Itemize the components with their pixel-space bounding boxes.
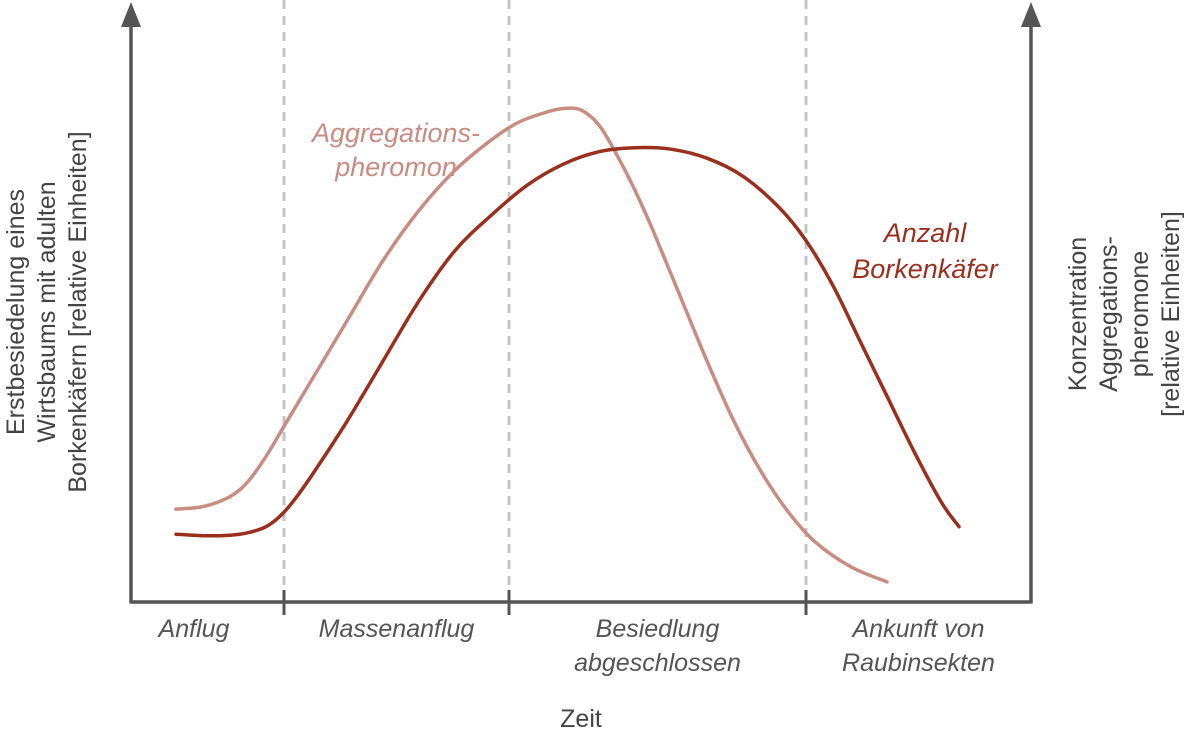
left-y-axis-label: Erstbesiedelung eines Wirtsbaums mit adul… [2,131,92,492]
phase-label-massenanflug-line-1: Massenanflug [319,615,475,643]
right-y-axis-label-line-2: Aggregations- [1095,236,1123,392]
series-label-pheromon-line-1: Aggregations- [310,118,480,148]
phase-label-ankunft-line-2: Raubinsekten [842,649,995,677]
series-label-borkenkaefer-line-2: Borkenkäfer [852,254,999,284]
series-label-pheromon-line-2: pheromon [334,152,457,182]
x-axis-label: Zeit [560,705,602,733]
series-label-borkenkaefer: Anzahl Borkenkäfer [852,218,999,284]
phase-label-ankunft: Ankunft von Raubinsekten [842,615,995,677]
right-y-axis-arrow [1021,2,1041,27]
phase-label-massenanflug: Massenanflug [319,615,475,643]
phase-label-anflug-line-1: Anflug [157,615,230,643]
left-y-axis-label-line-2: Wirtsbaums mit adulten [33,181,61,442]
series-label-borkenkaefer-line-1: Anzahl [882,218,968,248]
series-label-pheromon: Aggregations-pheromon [310,118,480,182]
left-y-axis-label-line-1: Erstbesiedelung eines [2,189,30,435]
left-y-axis-label-line-3: Borkenkäfern [relative Einheiten] [64,131,92,492]
text-labels: Anflug Massenanflug Besiedlung abgeschlosse… [2,118,1185,733]
phase-label-besiedlung-line-2: abgeschlossen [574,649,741,677]
series-line-pheromon [174,106,889,584]
right-y-axis-label-line-1: Konzentration [1064,237,1092,391]
phase-label-ankunft-line-1: Ankunft von [850,615,984,643]
axes [121,2,1041,615]
right-y-axis-label-line-4: [relative Einheiten] [1157,211,1185,417]
phase-divider-lines [282,0,808,602]
series-line-borkenkaefer [174,145,961,538]
phase-label-besiedlung: Besiedlung abgeschlossen [574,615,741,677]
right-y-axis-label-line-3: pheromone [1126,251,1154,377]
right-y-axis-label: Konzentration Aggregations-pheromone [rela… [1064,211,1185,417]
phase-label-besiedlung-line-1: Besiedlung [596,615,720,643]
series-lines [174,106,961,584]
left-y-axis-arrow [121,2,141,27]
phase-label-anflug: Anflug [157,615,230,643]
